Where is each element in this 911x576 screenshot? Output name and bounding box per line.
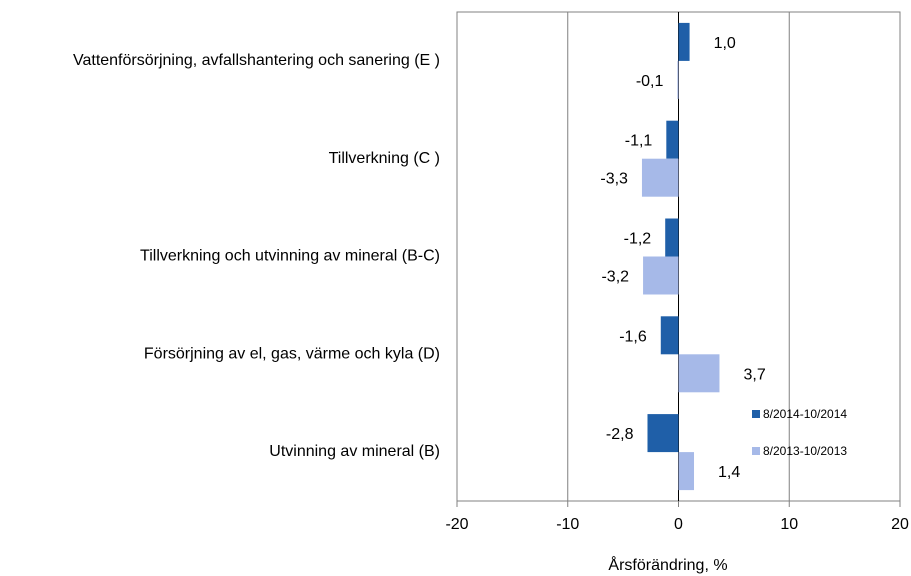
data-label: 1,4 — [718, 464, 740, 481]
x-axis-title: Årsförändring, % — [608, 555, 727, 574]
category-label: Försörjning av el, gas, värme och kyla (… — [144, 345, 440, 362]
data-labels: 1,0 -0,1 -1,1 -3,3 -1,2 -3,2 -1,6 3,7 -2,8 1,4 — [600, 35, 765, 481]
data-label: -0,1 — [636, 73, 664, 90]
data-label: -2,8 — [606, 426, 634, 443]
bar — [678, 354, 720, 393]
data-label: 1,0 — [714, 35, 736, 52]
data-label: -3,2 — [601, 269, 629, 286]
bar — [678, 452, 695, 491]
legend-swatch — [752, 410, 760, 418]
category-labels: Vattenförsörjning, avfallshantering och … — [73, 52, 440, 460]
bars — [641, 22, 720, 491]
bar — [678, 22, 690, 61]
legend: 8/2014-10/2014 8/2013-10/2013 — [752, 407, 847, 458]
legend-label: 8/2013-10/2013 — [763, 444, 847, 458]
x-tick-labels: -20 -10 0 10 20 — [445, 516, 909, 533]
x-tick-label: 0 — [674, 516, 683, 533]
x-tick-label: 10 — [780, 516, 798, 533]
data-label: -1,2 — [624, 231, 652, 248]
category-label: Vattenförsörjning, avfallshantering och … — [73, 52, 440, 69]
data-label: -3,3 — [600, 171, 628, 188]
data-label: 3,7 — [743, 366, 765, 383]
bar — [647, 414, 679, 453]
x-tick-label: -20 — [445, 516, 468, 533]
bar — [677, 60, 679, 99]
bar — [641, 158, 679, 197]
legend-swatch — [752, 447, 760, 455]
x-tick-label: 20 — [891, 516, 909, 533]
bar — [665, 218, 679, 257]
bar — [643, 256, 679, 295]
bar — [660, 316, 679, 355]
category-label: Utvinning av mineral (B) — [269, 443, 440, 460]
category-label: Tillverkning och utvinning av mineral (B… — [140, 248, 440, 265]
data-label: -1,6 — [619, 328, 647, 345]
category-label: Tillverkning (C ) — [329, 150, 440, 167]
data-label: -1,1 — [625, 133, 653, 150]
legend-label: 8/2014-10/2014 — [763, 407, 847, 421]
gridlines — [456, 12, 901, 507]
bar — [666, 120, 679, 159]
x-tick-label: -10 — [556, 516, 579, 533]
